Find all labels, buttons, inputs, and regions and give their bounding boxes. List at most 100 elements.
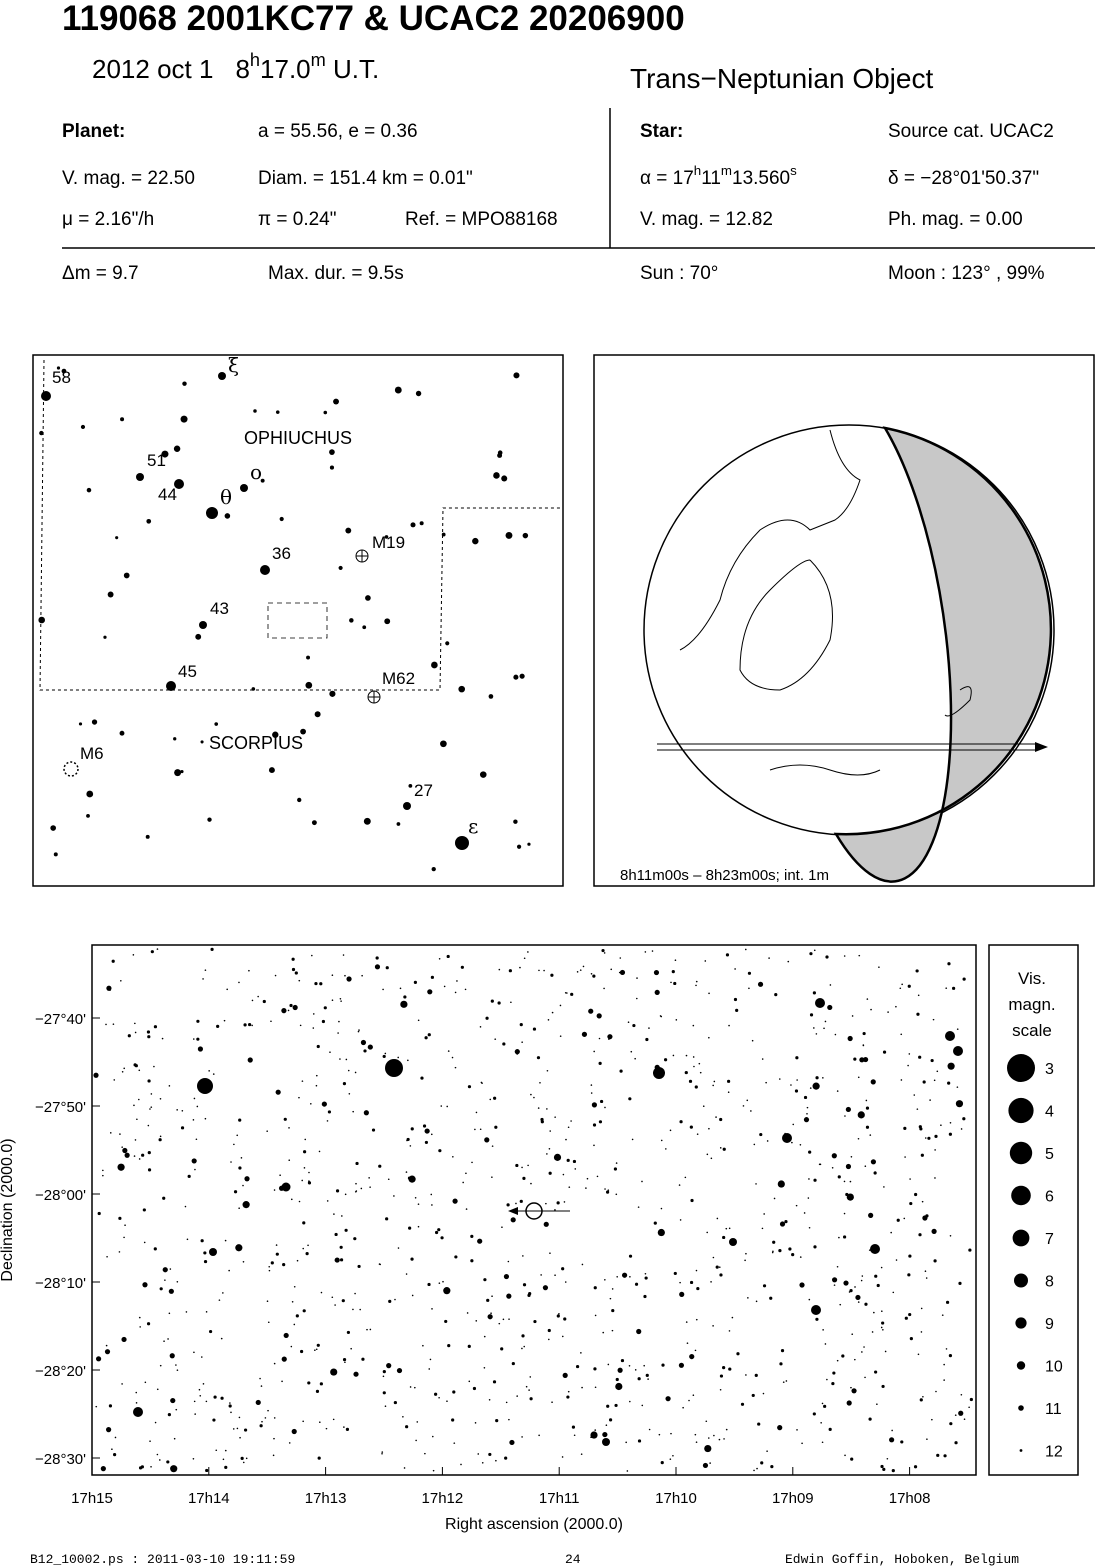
- star: [95, 1405, 98, 1408]
- star: [235, 1244, 243, 1252]
- y-tick-label: −27°50': [35, 1099, 86, 1116]
- star: [327, 1110, 332, 1114]
- star: [168, 1312, 171, 1315]
- star: [164, 1279, 166, 1281]
- star: [673, 1271, 677, 1276]
- star: [825, 955, 829, 959]
- star: [824, 1343, 827, 1345]
- star: [316, 1044, 320, 1049]
- star: [138, 1098, 140, 1101]
- scale-label: 7: [1045, 1231, 1054, 1248]
- star: [796, 1079, 798, 1081]
- star: [831, 1381, 835, 1386]
- star: [344, 1193, 347, 1196]
- star: [615, 1162, 618, 1164]
- star: [158, 1138, 162, 1142]
- star: [505, 531, 513, 539]
- star: [878, 966, 880, 968]
- star: [901, 983, 903, 986]
- star: [424, 1036, 428, 1040]
- star: [628, 1364, 631, 1367]
- star: [865, 1106, 870, 1110]
- target: [508, 1202, 570, 1220]
- star: [862, 1031, 866, 1036]
- star: [180, 1126, 185, 1130]
- star: [909, 1178, 911, 1180]
- star: [610, 968, 613, 971]
- star: [283, 1332, 289, 1339]
- star: [799, 1256, 802, 1258]
- star: [570, 992, 574, 996]
- star: [346, 976, 352, 982]
- ra-part: 13.560: [732, 168, 790, 189]
- star: [453, 1442, 456, 1444]
- star: [553, 1153, 562, 1161]
- star: [754, 1373, 758, 1377]
- star: [205, 1311, 208, 1313]
- star: [955, 1100, 964, 1108]
- star: [590, 972, 593, 975]
- star: [712, 1256, 715, 1259]
- star: [289, 1003, 293, 1008]
- star: [660, 1139, 663, 1142]
- star: [615, 1377, 619, 1382]
- star: [427, 1282, 431, 1287]
- star: [159, 1364, 162, 1367]
- star: [533, 1096, 535, 1099]
- star: [226, 988, 228, 991]
- star: [922, 1080, 926, 1084]
- star: [109, 1132, 112, 1134]
- star: [279, 516, 284, 522]
- star: [407, 1176, 412, 1180]
- star: [693, 1065, 695, 1068]
- dec: δ = −28°01'50.37": [888, 168, 1039, 189]
- star: [318, 1150, 321, 1153]
- star: [611, 1288, 614, 1290]
- star-vmag: V. mag. = 12.82: [640, 209, 773, 230]
- star: [233, 1190, 238, 1194]
- star: [613, 1167, 618, 1171]
- star: [561, 1335, 564, 1338]
- star: [619, 969, 626, 976]
- star: [483, 1367, 486, 1369]
- star: [947, 1081, 951, 1085]
- star: [692, 1024, 695, 1027]
- star: [918, 1125, 922, 1129]
- star: [722, 1366, 726, 1370]
- star: [761, 1227, 764, 1230]
- star: [799, 1144, 802, 1146]
- star: [175, 1408, 178, 1411]
- star: [853, 1057, 857, 1061]
- star: [539, 1081, 541, 1084]
- star: [355, 1190, 358, 1192]
- star: [907, 1273, 911, 1277]
- star: [209, 1329, 213, 1334]
- star: [215, 1449, 218, 1452]
- star: [330, 1368, 338, 1376]
- star: [608, 1038, 610, 1040]
- star: [408, 784, 413, 788]
- star: [224, 1239, 227, 1242]
- star: [400, 1000, 408, 1008]
- star: [636, 977, 638, 979]
- star: [747, 1297, 749, 1299]
- star: [860, 1279, 863, 1282]
- star: [283, 1117, 287, 1121]
- star: [843, 955, 846, 957]
- star: [342, 1357, 347, 1362]
- star: [339, 998, 342, 1000]
- star: [609, 1297, 612, 1300]
- star: [414, 1386, 416, 1389]
- star: [861, 1351, 863, 1353]
- star: [528, 1389, 530, 1391]
- star: [644, 1272, 647, 1275]
- star: [593, 1367, 597, 1371]
- star: [873, 1311, 875, 1314]
- star: [346, 1330, 351, 1335]
- star: [315, 1389, 320, 1393]
- star: [808, 1150, 812, 1154]
- star: [735, 1008, 739, 1012]
- star: [617, 1367, 623, 1373]
- globe-frame: [593, 354, 1095, 887]
- star: [864, 1376, 866, 1379]
